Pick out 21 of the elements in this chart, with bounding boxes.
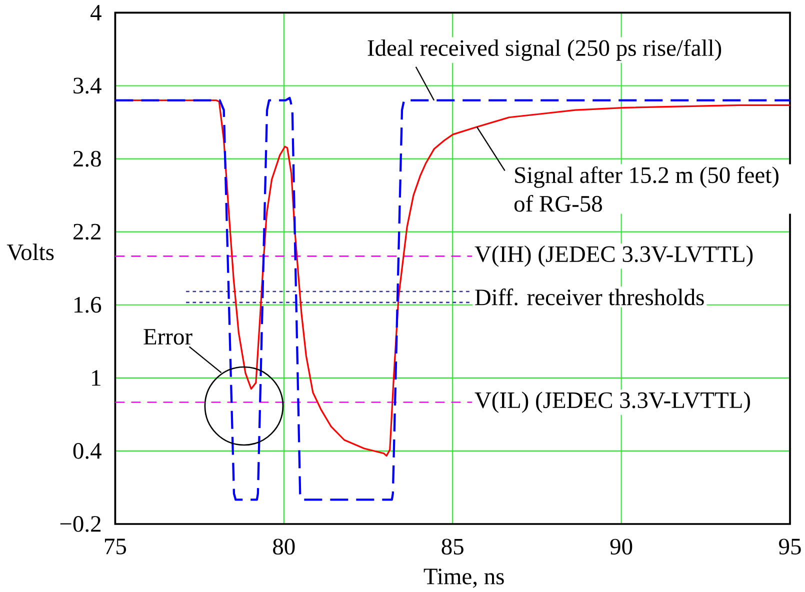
ref-line-label: Diff. receiver thresholds [475,288,704,306]
y-tick-label: 1 [92,370,100,386]
y-tick-label: 0.4 [73,442,102,459]
y-tick-label: 2.8 [73,150,101,167]
y-tick-label: 4 [90,4,102,20]
y-axis-title: Volts [6,244,54,260]
x-axis-title: Time, ns [424,568,504,588]
ref-line-label: V(IH) (JEDEC 3.3V-LVTTL) [474,246,753,267]
x-tick-label: 90 [610,538,632,555]
y-tick-label: −0.2 [60,516,100,532]
series-label: Ideal received signal (250 ps rise/fall) [368,39,722,61]
x-tick-label: 95 [779,538,801,555]
x-tick-label: 75 [105,538,126,554]
y-tick-label: 1.6 [74,296,102,313]
y-tick-label: 2.2 [73,224,100,240]
text: Signal after 15.2 m (50 feet) of RG-58 [514,166,778,212]
ref-line-label: V(IL) (JEDEC 3.3V-LVTTL) [474,392,750,413]
x-tick-label: 80 [273,538,295,555]
x-tick-label: 85 [442,538,464,555]
annotation: Error [144,329,192,345]
y-tick-label: 3.4 [74,78,102,94]
